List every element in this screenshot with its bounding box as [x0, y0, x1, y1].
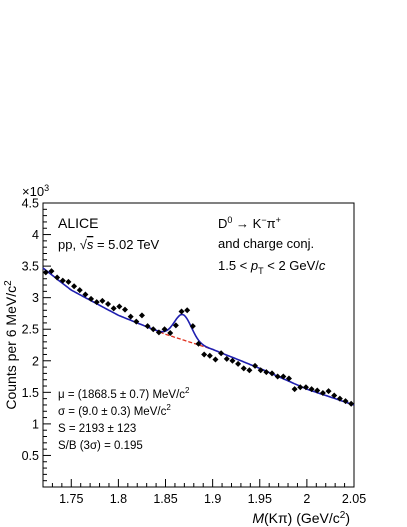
experiment-label: ALICE [58, 215, 98, 231]
data-point [269, 370, 276, 377]
data-point [223, 355, 230, 362]
data-point [274, 373, 281, 380]
background-fit-curve [137, 322, 232, 358]
data-point [167, 330, 174, 337]
y-axis-label: Counts per 6 MeV/c2 [3, 280, 19, 410]
x-tick-label: 1.75 [59, 492, 83, 506]
data-points [42, 268, 355, 407]
x-tick-label: 2 [303, 492, 310, 506]
data-point [144, 323, 151, 330]
data-point [110, 305, 117, 312]
y-tick-label: 1.5 [22, 386, 39, 400]
sqrt-symbol: √ [80, 237, 88, 252]
data-point [121, 306, 128, 313]
data-point [206, 352, 213, 359]
data-point [285, 375, 292, 382]
decay-channel-label: D0 → K−π+ [218, 215, 281, 231]
data-point [263, 369, 270, 376]
y-tick-label: 2.5 [22, 323, 39, 337]
mu-result: μ = (1868.5 ± 0.7) MeV/c2 [58, 386, 190, 401]
data-point [325, 388, 332, 395]
collision-system-label: pp, √s = 5.02 TeV [58, 237, 160, 252]
data-point [252, 362, 259, 369]
data-point [161, 326, 168, 333]
y-axis: 0.5 1 1.5 2 2.5 3 3.5 4 4.5 [22, 197, 51, 482]
data-point [127, 313, 134, 320]
x-tick-label: 1.95 [248, 492, 272, 506]
y-tick-label: 3.5 [22, 260, 39, 274]
data-point [65, 278, 72, 285]
signal-result: S = 2193 ± 123 [58, 423, 136, 435]
x-tick-label: 1.85 [153, 492, 177, 506]
y-tick-label: 4.5 [22, 197, 39, 211]
data-point [133, 318, 140, 325]
data-point [82, 291, 89, 298]
data-point [212, 356, 219, 363]
data-point [189, 323, 196, 330]
data-point [319, 389, 326, 396]
data-point [150, 326, 157, 333]
y-tick-label: 2 [32, 354, 39, 368]
data-point [246, 367, 253, 374]
x-tick-label: 1.8 [110, 492, 127, 506]
data-point [54, 274, 61, 281]
data-point [342, 398, 349, 405]
data-point [99, 297, 106, 304]
data-point [257, 367, 264, 374]
data-point [138, 312, 145, 319]
data-point [105, 300, 112, 307]
pt-range-label: 1.5 < pT < 2 GeV/c [218, 258, 326, 276]
data-point [42, 269, 49, 276]
signal-over-background-result: S/B (3σ) = 0.195 [58, 440, 143, 452]
x-axis-label: M(Kπ) (GeV/c2) [252, 510, 350, 526]
data-point [336, 395, 343, 402]
data-point [308, 386, 315, 393]
data-point [178, 308, 185, 315]
data-point [331, 392, 338, 399]
data-point [76, 287, 83, 294]
data-point [48, 268, 55, 275]
data-point [280, 373, 287, 380]
y-multiplier: ×103 [22, 183, 49, 199]
y-tick-label: 0.5 [22, 449, 39, 463]
data-point [297, 384, 304, 391]
data-point [314, 387, 321, 394]
data-point [93, 299, 100, 306]
data-point [348, 400, 355, 407]
x-axis: 1.75 1.8 1.85 1.9 1.95 2 2.05 [42, 479, 366, 506]
data-point [291, 386, 298, 393]
data-point [71, 283, 78, 290]
data-point [201, 351, 208, 358]
data-point [229, 357, 236, 364]
data-point [195, 340, 202, 347]
data-point [235, 360, 242, 367]
data-point [172, 322, 179, 329]
x-tick-label: 1.9 [204, 492, 221, 506]
plot-frame [42, 202, 355, 488]
data-point [302, 384, 309, 391]
data-point [59, 277, 66, 284]
y-tick-label: 1 [32, 417, 39, 431]
y-tick-label: 3 [32, 291, 39, 305]
data-point [184, 307, 191, 314]
x-tick-label: 2.05 [342, 492, 366, 506]
y-tick-label: 4 [32, 228, 39, 242]
data-point [218, 350, 225, 357]
sigma-result: σ = (9.0 ± 0.3) MeV/c2 [58, 403, 171, 418]
data-point [88, 295, 95, 302]
charge-conj-label: and charge conj. [218, 236, 314, 251]
data-point [155, 329, 162, 336]
data-point [116, 303, 123, 310]
data-point [240, 365, 247, 372]
